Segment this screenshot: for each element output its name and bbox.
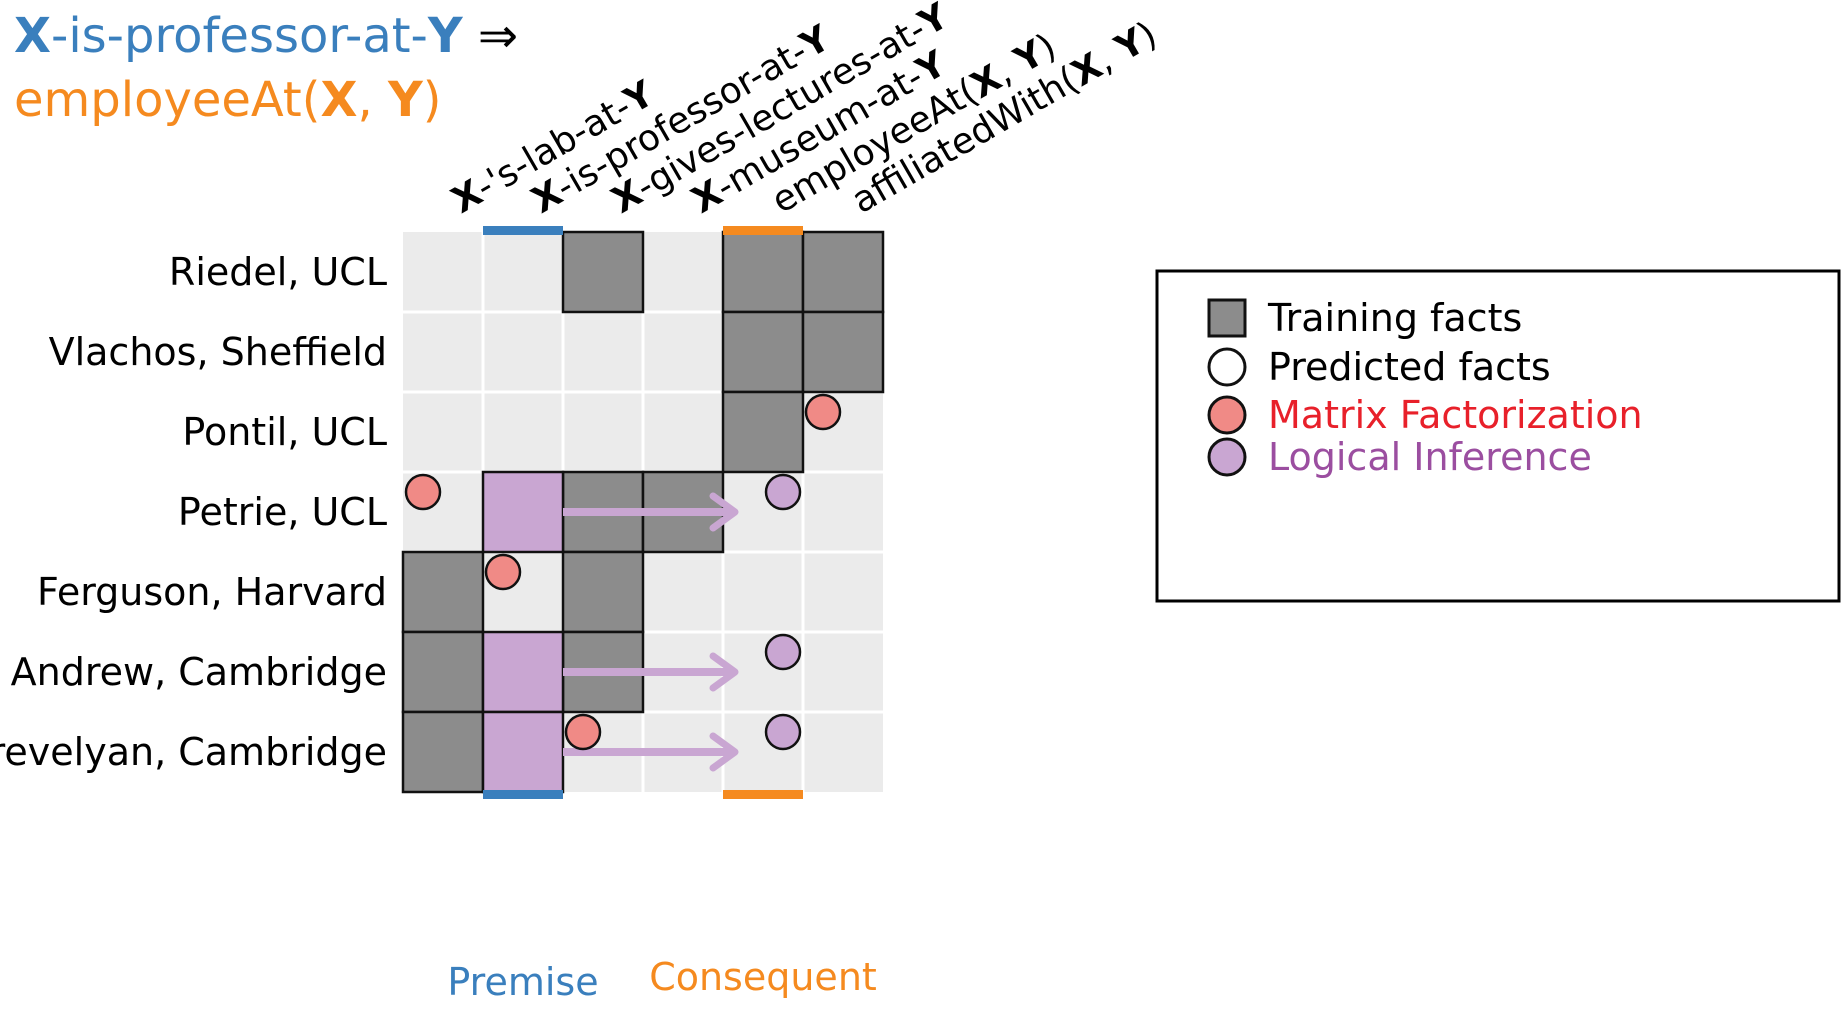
inference-arrow-head	[709, 652, 739, 692]
rule-premise-line: X-is-professor-at-Y ⇒	[14, 8, 518, 64]
inference-arrow-head	[709, 492, 739, 532]
training-fact-cell	[561, 230, 645, 314]
legend-label: Matrix Factorization	[1268, 393, 1643, 437]
red-circle-icon	[1207, 395, 1247, 435]
logical-inference-marker	[764, 713, 802, 751]
training-fact-cell	[721, 310, 805, 394]
premise-label: Premise	[447, 960, 598, 1004]
training-fact-cell	[801, 230, 885, 314]
training-fact-cell	[721, 230, 805, 314]
row-label: Ferguson, Harvard	[37, 570, 387, 614]
legend-label: Predicted facts	[1268, 345, 1551, 389]
bottom-labels: Premise Consequent	[447, 955, 876, 1004]
legend-label: Training facts	[1267, 296, 1522, 340]
training-fact-cell	[721, 390, 805, 474]
white-circle-icon	[1207, 347, 1247, 387]
row-label: Pontil, UCL	[182, 410, 387, 454]
matrix-factorization-marker	[404, 473, 442, 511]
rule-formula: X-is-professor-at-Y ⇒ employeeAt(X, Y)	[14, 8, 518, 128]
premise-fact-cell	[481, 710, 565, 794]
legend-label: Logical Inference	[1268, 435, 1592, 479]
row-label: Trevelyan, Cambridge	[0, 730, 387, 774]
column-labels: X-'s-lab-at-YX-is-professor-at-YX-gives-…	[445, 0, 1164, 222]
consequent-top-bar	[723, 226, 803, 235]
inference-arrow-head	[709, 732, 739, 772]
row-label: Petrie, UCL	[178, 490, 387, 534]
row-labels: Riedel, UCL Vlachos, Sheffield Pontil, UCL…	[0, 250, 387, 774]
consequent-bottom-bar	[723, 790, 803, 799]
legend-box	[1155, 269, 1841, 603]
matrix-factorization-marker	[484, 553, 522, 591]
premise-fact-cell	[481, 470, 565, 554]
logical-inference-marker	[764, 633, 802, 671]
fact-matrix	[401, 226, 885, 799]
premise-fact-cell	[481, 630, 565, 714]
training-fact-cell	[401, 630, 485, 714]
purple-circle-icon	[1207, 437, 1247, 477]
premise-bottom-bar	[483, 790, 563, 799]
premise-top-bar	[483, 226, 563, 235]
training-fact-cell	[401, 710, 485, 794]
logical-inference-marker	[764, 473, 802, 511]
training-fact-cell	[561, 550, 645, 634]
training-fact-cell	[801, 310, 885, 394]
row-label: Vlachos, Sheffield	[49, 330, 387, 374]
matrix-factorization-marker	[804, 393, 842, 431]
consequent-label: Consequent	[649, 955, 877, 999]
rule-consequent-line: employeeAt(X, Y)	[14, 72, 442, 128]
matrix-factorization-marker	[564, 713, 602, 751]
training-fact-cell	[401, 550, 485, 634]
row-label: Riedel, UCL	[169, 250, 387, 294]
gray-square-icon	[1207, 298, 1247, 338]
row-label: Andrew, Cambridge	[11, 650, 387, 694]
